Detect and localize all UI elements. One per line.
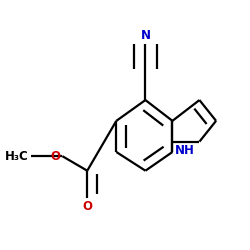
Text: NH: NH: [175, 144, 195, 157]
Text: O: O: [50, 150, 60, 163]
Text: O: O: [82, 200, 92, 213]
Text: H₃C: H₃C: [5, 150, 29, 163]
Text: N: N: [140, 29, 150, 42]
